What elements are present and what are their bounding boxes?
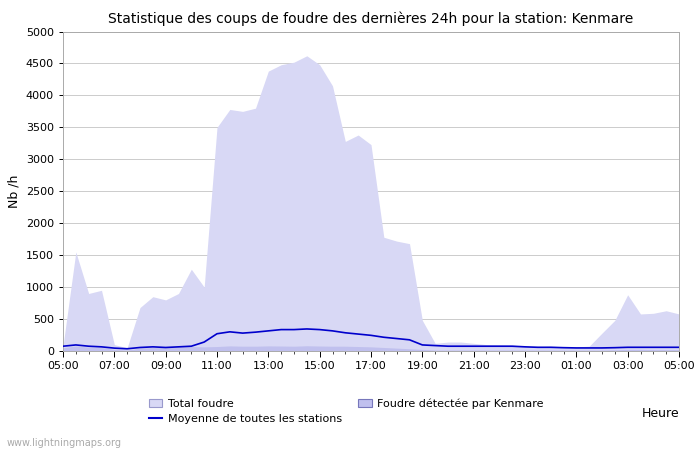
Y-axis label: Nb /h: Nb /h (7, 175, 20, 208)
Text: Heure: Heure (641, 407, 679, 420)
Text: www.lightningmaps.org: www.lightningmaps.org (7, 438, 122, 448)
Title: Statistique des coups de foudre des dernières 24h pour la station: Kenmare: Statistique des coups de foudre des dern… (108, 12, 634, 26)
Legend: Total foudre, Moyenne de toutes les stations, Foudre détectée par Kenmare: Total foudre, Moyenne de toutes les stat… (148, 398, 544, 424)
